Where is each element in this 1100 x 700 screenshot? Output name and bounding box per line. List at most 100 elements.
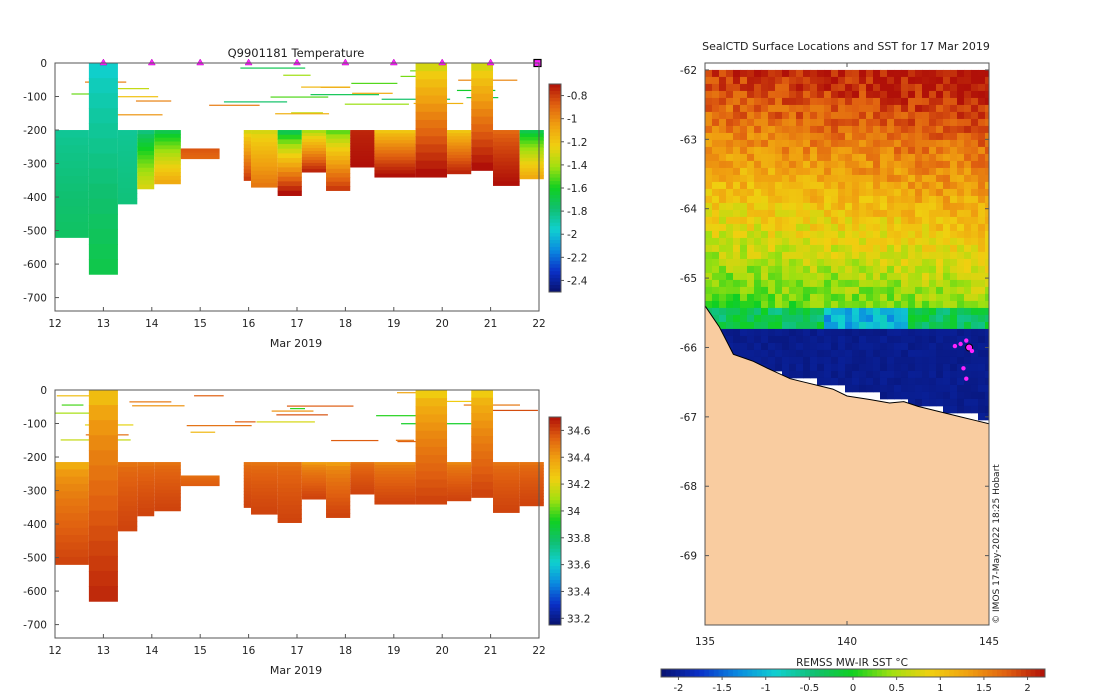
sst-cell: [824, 132, 832, 141]
sst-cell: [894, 195, 902, 204]
sst-cell: [838, 139, 846, 148]
sst-cell: [726, 188, 734, 197]
sst-cell: [761, 258, 769, 267]
ctd-location: [952, 343, 958, 349]
sst-cell: [957, 405, 965, 414]
profile-cell: [374, 150, 416, 155]
sst-cell: [810, 160, 818, 169]
sst-cell: [964, 293, 972, 302]
profile-cell: [471, 466, 494, 475]
sst-cell: [915, 111, 923, 120]
profile-cell: [415, 446, 448, 456]
sst-cell: [915, 244, 923, 253]
colorbar-segment: [549, 417, 561, 421]
map-y-tick-label: -67: [680, 412, 697, 424]
profile-cell: [88, 555, 118, 572]
sst-cell: [901, 181, 909, 190]
sst-cell: [845, 146, 853, 155]
sst-cell: [971, 328, 979, 337]
colorbar-segment: [549, 538, 561, 543]
profile-cell: [519, 136, 544, 142]
profile-cell: [519, 164, 544, 169]
profile-cell: [251, 178, 278, 184]
sst-colorbar-tick-label: 0: [850, 683, 856, 694]
profile-cell: [415, 422, 448, 432]
sst-cell: [873, 258, 881, 267]
surface-line: [256, 421, 315, 423]
sst-colorbar-segment: [973, 669, 979, 677]
sst-cell: [768, 244, 776, 253]
sst-cell: [852, 195, 860, 204]
sst-cell: [831, 125, 839, 134]
sst-cell: [817, 265, 825, 274]
profile-cell: [301, 147, 327, 152]
sst-cell: [866, 258, 874, 267]
sst-cell: [789, 97, 797, 106]
sst-cell: [894, 223, 902, 232]
sst-cell: [761, 153, 769, 162]
sst-cell: [782, 363, 790, 372]
sst-cell: [768, 230, 776, 239]
sst-cell: [929, 272, 937, 281]
profile-cell: [301, 472, 327, 476]
sst-cell: [936, 335, 944, 344]
sst-cell: [971, 286, 979, 295]
profile-cell: [154, 145, 181, 150]
sst-cell: [971, 405, 979, 414]
profile-cell: [415, 390, 448, 399]
sst-cell: [915, 377, 923, 386]
sst-cell: [866, 300, 874, 309]
sst-cell: [831, 314, 839, 323]
sst-cell: [859, 272, 867, 281]
sst-cell: [859, 314, 867, 323]
ctd-locations: [952, 338, 975, 381]
profile-cell: [374, 156, 416, 161]
sst-cell: [817, 146, 825, 155]
sst-colorbar-tick-label: -1: [761, 683, 771, 694]
sst-cell: [957, 377, 965, 386]
sst-cell: [782, 125, 790, 134]
sst-cell: [964, 349, 972, 358]
sst-cell: [838, 230, 846, 239]
sst-colorbar-tick-label: 0.5: [889, 683, 905, 694]
sst-cell: [894, 132, 902, 141]
sst-cell: [761, 356, 769, 365]
sst-cell: [712, 174, 720, 183]
colorbar-segment: [549, 534, 561, 539]
profile-cell: [374, 497, 416, 502]
profile-cell: [493, 145, 520, 151]
sst-cell: [887, 216, 895, 225]
sst-cell: [789, 258, 797, 267]
sst-cell: [852, 244, 860, 253]
profile-cell: [519, 143, 544, 148]
sst-cell: [838, 216, 846, 225]
colorbar-segment: [549, 191, 561, 196]
profile-cell: [447, 158, 472, 162]
sst-cell: [936, 342, 944, 351]
sst-cell: [866, 223, 874, 232]
sst-cell: [782, 118, 790, 127]
profile-cell: [374, 474, 416, 478]
sst-cell: [964, 69, 972, 78]
sst-cell: [929, 111, 937, 120]
sst-cell: [761, 174, 769, 183]
sst-cell: [747, 244, 755, 253]
sst-cell: [866, 97, 874, 106]
sst-cell: [838, 125, 846, 134]
sst-cell: [950, 314, 958, 323]
colorbar-segment: [549, 170, 561, 175]
map-y-tick-label: -68: [680, 481, 697, 493]
sst-cell: [719, 97, 727, 106]
sst-cell: [922, 370, 930, 379]
sst-cell: [978, 146, 986, 155]
sst-cell: [817, 181, 825, 190]
sst-cell: [803, 258, 811, 267]
sst-cell: [782, 153, 790, 162]
profile-cell: [374, 483, 416, 487]
profile-cell: [374, 130, 416, 134]
profile-cell: [251, 182, 278, 188]
sst-cell: [971, 293, 979, 302]
sst-colorbar-segment: [685, 669, 691, 677]
sst-cell: [852, 139, 860, 148]
